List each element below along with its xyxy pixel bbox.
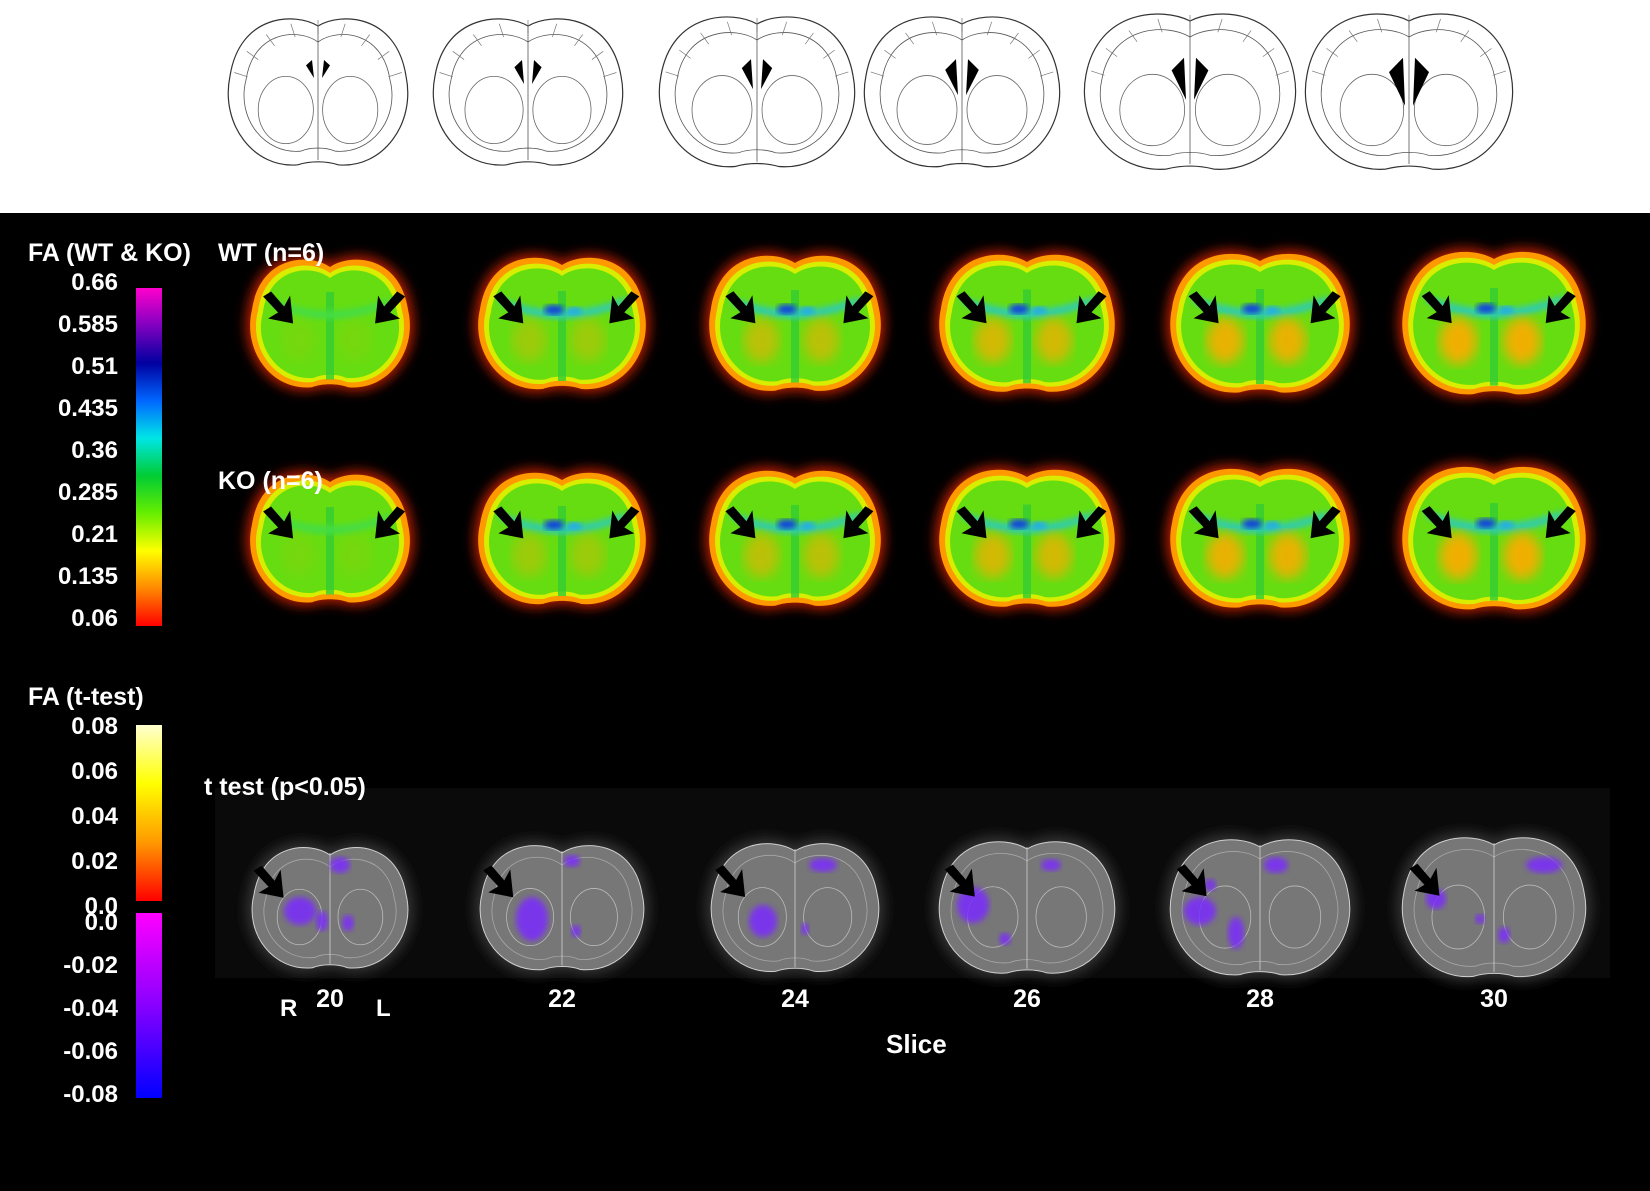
fa-map-wt-slice-26 bbox=[935, 250, 1119, 396]
arrow-icon bbox=[1421, 291, 1452, 324]
colorbar-t-pos-tick-0: 0.08 bbox=[71, 713, 118, 740]
arrow-icon bbox=[609, 291, 640, 324]
colorbar-fa-tick-7: 0.135 bbox=[57, 563, 118, 590]
row-label-wt: WT (n=6) bbox=[218, 239, 325, 267]
colorbar-t-neg-tick-1: -0.02 bbox=[63, 952, 118, 979]
colorbar-fa-tick-4: 0.36 bbox=[71, 437, 118, 464]
ttest-map-slice-30 bbox=[1396, 831, 1592, 982]
arrow-icon bbox=[1310, 506, 1341, 539]
colorbar-t-title: FA (t-test) bbox=[28, 683, 144, 711]
ttest-map-slice-22 bbox=[474, 839, 650, 975]
atlas-slice-24 bbox=[658, 16, 856, 168]
arrow-icon bbox=[1545, 506, 1576, 539]
fa-map-ko-slice-28 bbox=[1166, 464, 1354, 612]
fa-map-ko-slice-24 bbox=[705, 466, 885, 610]
fa-map-ko-slice-30 bbox=[1398, 462, 1590, 613]
colorbar-fa-tick-2: 0.51 bbox=[71, 353, 118, 380]
colorbar-fa-tick-6: 0.21 bbox=[71, 521, 118, 548]
colorbar-fa-tick-1: 0.585 bbox=[57, 311, 118, 338]
arrow-icon bbox=[725, 506, 756, 539]
ttest-map-slice-28 bbox=[1164, 833, 1356, 981]
colorbar-t-pos-tick-2: 0.04 bbox=[71, 803, 118, 830]
colorbar-t-neg-tick-3: -0.06 bbox=[63, 1038, 118, 1065]
row-label-ko: KO (n=6) bbox=[218, 467, 323, 495]
fa-map-ko-slice-26 bbox=[935, 465, 1119, 611]
atlas-slice-30 bbox=[1304, 13, 1514, 170]
colorbar-fa bbox=[136, 288, 162, 626]
atlas-reference-row bbox=[227, 13, 1514, 170]
arrow-icon bbox=[1076, 291, 1107, 324]
arrow-icon bbox=[843, 506, 874, 539]
atlas-slice-26 bbox=[863, 16, 1061, 168]
fa-map-ko-slice-22 bbox=[474, 468, 650, 608]
colorbar-t-pos-tick-1: 0.06 bbox=[71, 758, 118, 785]
arrow-icon bbox=[253, 865, 284, 898]
arrow-icon bbox=[956, 506, 987, 539]
fa-map-wt-slice-28 bbox=[1166, 249, 1354, 397]
fa-map-ko-slice-20 bbox=[246, 470, 414, 606]
slice-label-30: 30 bbox=[1480, 985, 1508, 1013]
fa-map-wt-slice-24 bbox=[705, 251, 885, 395]
arrow-icon bbox=[725, 291, 756, 324]
atlas-slice-22 bbox=[432, 18, 624, 166]
atlas-slice-28 bbox=[1083, 13, 1297, 170]
brain-maps bbox=[136, 247, 1610, 1098]
colorbar-fa-tick-0: 0.66 bbox=[71, 269, 118, 296]
colorbar-t-neg-tick-4: -0.08 bbox=[63, 1081, 118, 1108]
arrow-icon bbox=[944, 864, 975, 897]
ttest-map-slice-20 bbox=[246, 841, 414, 974]
colorbar-t-pos-tick-4: 0.0 bbox=[84, 893, 118, 920]
colorbar-fa-tick-5: 0.285 bbox=[57, 479, 118, 506]
fa-figure-panel: FA (WT & KO) 0.66 0.585 0.51 0.435 0.36 0.285… bbox=[0, 213, 1650, 1191]
arrow-icon bbox=[263, 291, 294, 324]
orientation-left-label: L bbox=[376, 995, 391, 1022]
fa-map-wt-slice-20 bbox=[246, 255, 414, 391]
arrow-icon bbox=[843, 291, 874, 324]
arrow-icon bbox=[375, 291, 406, 324]
arrow-icon bbox=[609, 506, 640, 539]
arrow-icon bbox=[263, 506, 294, 539]
slice-label-28: 28 bbox=[1246, 985, 1274, 1013]
arrow-icon bbox=[1188, 291, 1219, 324]
ttest-map-slice-26 bbox=[933, 835, 1121, 979]
atlas-slice-20 bbox=[227, 18, 409, 166]
slice-label-26: 26 bbox=[1013, 985, 1041, 1013]
arrow-icon bbox=[715, 865, 746, 897]
colorbar-t-neg-tick-2: -0.04 bbox=[63, 995, 118, 1022]
orientation-right-label: R bbox=[280, 995, 298, 1022]
colorbar-fa-tick-3: 0.435 bbox=[57, 395, 118, 422]
arrow-icon bbox=[493, 291, 524, 324]
colorbar-t-negative bbox=[136, 913, 162, 1098]
arrow-icon bbox=[1409, 863, 1440, 896]
colorbar-t-neg-tick-0: 0.0 bbox=[84, 909, 118, 936]
arrow-icon bbox=[1545, 291, 1576, 324]
arrow-icon bbox=[1076, 506, 1107, 539]
ttest-map-slice-24 bbox=[705, 837, 885, 977]
colorbar-t-pos-tick-3: 0.02 bbox=[71, 848, 118, 875]
arrow-icon bbox=[483, 865, 514, 898]
arrow-icon bbox=[1176, 864, 1207, 897]
arrow-icon bbox=[493, 506, 524, 539]
colorbar-t-positive bbox=[136, 725, 162, 901]
fa-map-wt-slice-22 bbox=[474, 253, 650, 393]
arrow-icon bbox=[956, 291, 987, 324]
arrow-icon bbox=[375, 506, 406, 539]
arrow-icon bbox=[1188, 506, 1219, 539]
fa-map-wt-slice-30 bbox=[1398, 247, 1590, 398]
x-axis-title: Slice bbox=[886, 1029, 947, 1059]
slice-label-20: 20 bbox=[316, 985, 344, 1013]
colorbar-fa-title: FA (WT & KO) bbox=[28, 239, 191, 267]
slice-label-22: 22 bbox=[548, 985, 576, 1013]
slice-label-24: 24 bbox=[781, 985, 809, 1013]
row-label-ttest: t test (p<0.05) bbox=[204, 773, 366, 801]
arrow-icon bbox=[1310, 291, 1341, 324]
colorbar-fa-tick-8: 0.06 bbox=[71, 605, 118, 632]
arrow-icon bbox=[1421, 506, 1452, 539]
